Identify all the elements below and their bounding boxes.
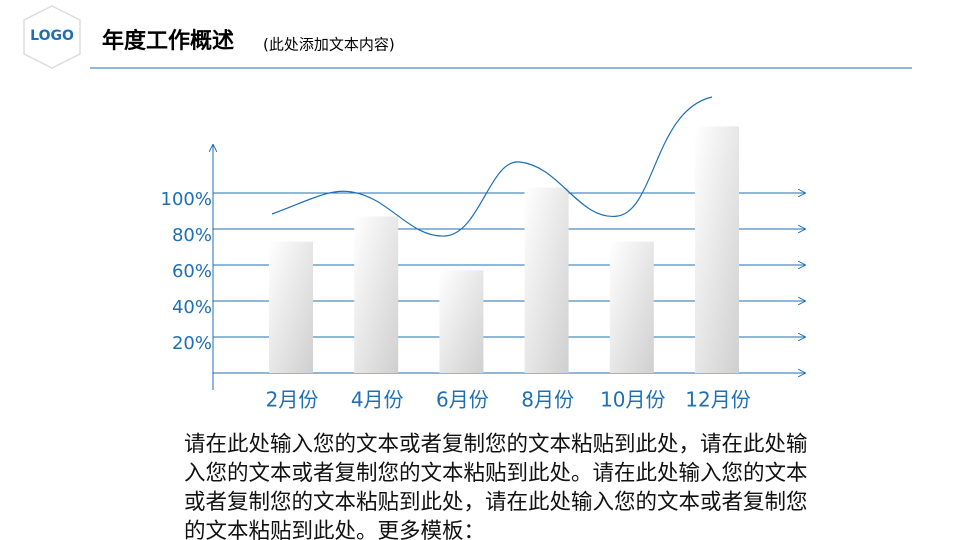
x-tick-label: 8月份 — [521, 388, 574, 412]
y-tick-label: 20% — [172, 333, 212, 354]
x-tick-label: 12月份 — [685, 388, 750, 412]
body-text: 请在此处输入您的文本或者复制您的文本粘贴到此处，请在此处输入您的文本或者复制您的… — [184, 432, 808, 540]
bar — [269, 241, 313, 373]
trend-curve — [271, 96, 713, 237]
logo-hexagon — [23, 5, 81, 69]
y-tick-label: 100% — [161, 189, 212, 210]
bar — [439, 270, 484, 373]
x-tick-label: 4月份 — [351, 388, 404, 412]
bar — [354, 216, 399, 373]
bar — [609, 241, 654, 373]
bar — [695, 126, 739, 374]
logo: LOGO — [30, 28, 74, 44]
subtitle: (此处添加文本内容) — [263, 36, 395, 54]
x-tick-label: 10月份 — [600, 388, 665, 412]
y-tick-label: 60% — [172, 261, 212, 282]
y-tick-label: 40% — [172, 297, 212, 318]
bar — [524, 187, 569, 373]
y-tick-label: 80% — [172, 225, 212, 246]
title: 年度工作概述 — [102, 28, 234, 54]
x-tick-label: 6月份 — [436, 388, 489, 412]
x-tick-label: 2月份 — [266, 388, 319, 412]
